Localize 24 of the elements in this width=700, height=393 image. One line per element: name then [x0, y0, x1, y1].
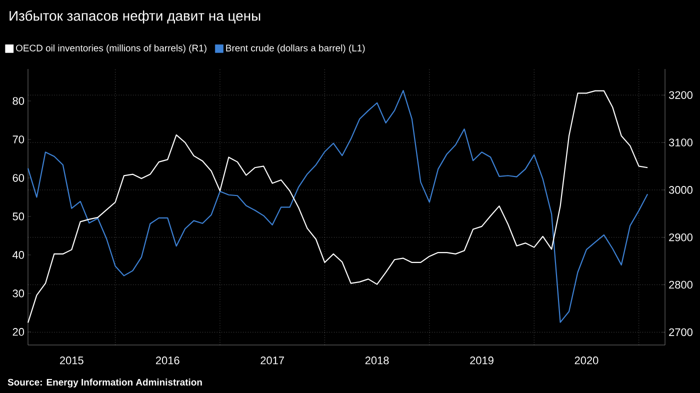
x-tick-label: 2016	[156, 356, 180, 364]
y2-tick-label: 2700	[669, 328, 692, 336]
legend-label: OECD oil inventories (millions of barrels) (R1)	[16, 44, 206, 54]
y-tick-label: 50	[12, 212, 24, 220]
y-tick-label: 80	[12, 97, 24, 105]
y-tick-label: 60	[12, 174, 24, 182]
x-tick-label: 2020	[574, 356, 598, 364]
source-note: Source: Energy Information Administration	[8, 378, 202, 388]
y-tick-label: 20	[12, 328, 24, 336]
y2-tick-label: 3100	[668, 138, 692, 146]
y-tick-label: 30	[12, 290, 24, 298]
x-tick-label: 2018	[365, 356, 389, 364]
y2-tick-label: 3000	[668, 186, 692, 194]
line-series	[27, 90, 648, 324]
y-tick-label: 40	[12, 251, 24, 259]
x-tick-label: 2017	[260, 356, 284, 364]
chart-title: Избыток запасов нефти давит на цены	[10, 10, 260, 24]
y2-tick-label: 3200	[668, 91, 692, 99]
legend-label: Brent crude (dollars a barrel) (L1)	[226, 44, 365, 54]
y2-tick-label: 2800	[669, 280, 692, 289]
x-tick-label: 2019	[470, 356, 494, 364]
x-tick-label: 2015	[60, 356, 84, 364]
y2-tick-label: 2900	[669, 233, 692, 242]
y-tick-label: 70	[12, 136, 24, 144]
